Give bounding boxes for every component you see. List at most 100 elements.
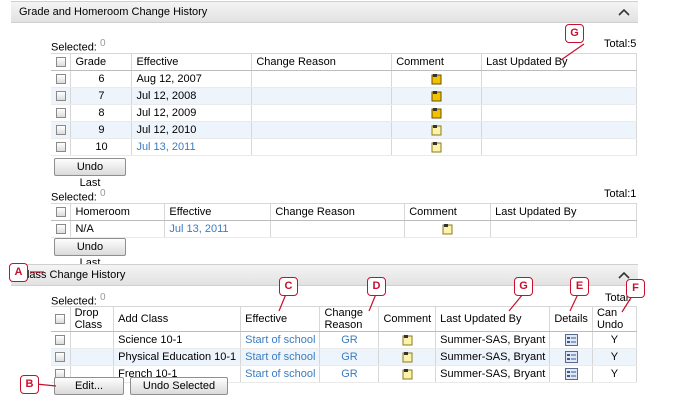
callout-g-bottom: G (514, 277, 533, 296)
grade-selected-label: Selected: 0 (51, 38, 106, 54)
homeroom-cell: N/A (70, 220, 166, 238)
edit-button[interactable]: Edit... (54, 377, 124, 395)
select-all-checkbox[interactable] (55, 314, 66, 325)
table-row[interactable]: Science 10-1 Start of school GR Summer-S… (51, 331, 638, 349)
class-selected-label: Selected: 0 (51, 292, 106, 308)
note-icon[interactable] (431, 124, 442, 136)
col-comment[interactable]: Comment (378, 306, 437, 332)
add-class-cell: Physical Education 10-1 (113, 348, 242, 366)
col-effective[interactable]: Effective (131, 53, 253, 71)
grade-cell: 8 (70, 104, 133, 122)
row-checkbox[interactable] (55, 224, 66, 235)
col-change-reason[interactable]: Change Reason (319, 306, 380, 332)
callout-f: F (626, 279, 645, 298)
homeroom-history-table: Homeroom Effective Change Reason Comment… (51, 203, 637, 238)
row-checkbox[interactable] (55, 352, 66, 363)
chevron-up-icon[interactable] (618, 7, 630, 17)
undo-selected-button[interactable]: Undo Selected (130, 377, 228, 395)
note-icon[interactable] (431, 73, 442, 85)
effective-cell[interactable]: Jul 13, 2011 (164, 220, 272, 238)
select-all-checkbox[interactable] (55, 57, 66, 68)
chevron-up-icon[interactable] (618, 270, 630, 280)
undo-last-button[interactable]: Undo Last (54, 158, 126, 189)
col-comment[interactable]: Comment (404, 203, 492, 221)
effective-cell: Jul 12, 2009 (131, 104, 253, 122)
class-history-title: Class Change History (19, 269, 126, 281)
col-homeroom[interactable]: Homeroom (70, 203, 166, 221)
col-add-class[interactable]: Add Class (113, 306, 242, 332)
table-row[interactable]: 6 Aug 12, 2007 (51, 70, 637, 88)
effective-cell[interactable]: Start of school (240, 365, 321, 383)
note-icon[interactable] (431, 141, 442, 153)
callout-c: C (279, 277, 298, 296)
drop-class-cell (70, 331, 115, 349)
table-row[interactable]: N/A Jul 13, 2011 (51, 220, 637, 238)
row-checkbox[interactable] (55, 125, 66, 136)
effective-cell[interactable]: Start of school (240, 331, 321, 349)
details-icon[interactable] (564, 334, 578, 347)
note-icon[interactable] (431, 107, 442, 119)
updated-by-cell: Summer-SAS, Bryant (435, 331, 551, 349)
grade-history-title: Grade and Homeroom Change History (19, 6, 208, 18)
note-icon[interactable] (431, 90, 442, 102)
col-drop-class[interactable]: Drop Class (70, 306, 115, 332)
note-icon[interactable] (402, 368, 413, 380)
can-undo-cell: Y (592, 331, 638, 349)
row-checkbox[interactable] (55, 74, 66, 85)
note-icon[interactable] (402, 351, 413, 363)
details-icon[interactable] (564, 351, 578, 364)
reason-cell[interactable]: GR (319, 365, 380, 383)
details-icon[interactable] (564, 368, 578, 381)
callout-a: A (9, 263, 28, 282)
effective-cell[interactable]: Start of school (240, 348, 321, 366)
table-row[interactable]: 10 Jul 13, 2011 (51, 138, 637, 156)
col-comment[interactable]: Comment (391, 53, 483, 71)
drop-class-cell (70, 348, 115, 366)
reason-cell (270, 220, 406, 238)
col-details[interactable]: Details (549, 306, 593, 332)
class-history-header[interactable]: Class Change History (11, 264, 638, 286)
row-checkbox[interactable] (55, 142, 66, 153)
col-last-updated[interactable]: Last Updated By (490, 203, 637, 221)
table-row[interactable]: 8 Jul 12, 2009 (51, 104, 637, 122)
reason-cell (251, 87, 393, 105)
callout-g-top: G (565, 24, 584, 43)
col-last-updated[interactable]: Last Updated By (435, 306, 551, 332)
reason-cell[interactable]: GR (319, 331, 380, 349)
col-can-undo[interactable]: Can Undo (592, 306, 638, 332)
undo-last-homeroom-button[interactable]: Undo Last (54, 238, 126, 269)
effective-cell[interactable]: Jul 13, 2011 (131, 138, 253, 156)
grade-cell: 10 (70, 138, 133, 156)
can-undo-cell: Y (592, 348, 638, 366)
col-effective[interactable]: Effective (240, 306, 321, 332)
table-row[interactable]: 9 Jul 12, 2010 (51, 121, 637, 139)
can-undo-cell: Y (592, 365, 638, 383)
note-icon[interactable] (442, 223, 453, 235)
table-row[interactable]: 7 Jul 12, 2008 (51, 87, 637, 105)
note-icon[interactable] (402, 334, 413, 346)
reason-cell (251, 138, 393, 156)
reason-cell (251, 70, 393, 88)
grade-selected-count: 0 (99, 38, 106, 49)
class-selected-count: 0 (99, 292, 106, 303)
col-change-reason[interactable]: Change Reason (270, 203, 406, 221)
grade-cell: 7 (70, 87, 133, 105)
select-all-checkbox[interactable] (55, 207, 66, 218)
table-row[interactable]: Physical Education 10-1 Start of school … (51, 348, 638, 366)
updated-by-cell: Summer-SAS, Bryant (435, 348, 551, 366)
select-all-header (51, 53, 72, 71)
callout-e: E (570, 277, 589, 296)
grade-history-header[interactable]: Grade and Homeroom Change History (11, 1, 638, 23)
callout-b: B (20, 375, 39, 394)
reason-cell (251, 121, 393, 139)
col-last-updated[interactable]: Last Updated By (481, 53, 637, 71)
row-checkbox[interactable] (55, 335, 66, 346)
reason-cell[interactable]: GR (319, 348, 380, 366)
col-effective[interactable]: Effective (164, 203, 272, 221)
col-change-reason[interactable]: Change Reason (251, 53, 393, 71)
updated-by-cell (490, 220, 637, 238)
grade-history-table: Grade Effective Change Reason Comment La… (51, 53, 637, 156)
row-checkbox[interactable] (55, 108, 66, 119)
row-checkbox[interactable] (55, 91, 66, 102)
col-grade[interactable]: Grade (70, 53, 133, 71)
